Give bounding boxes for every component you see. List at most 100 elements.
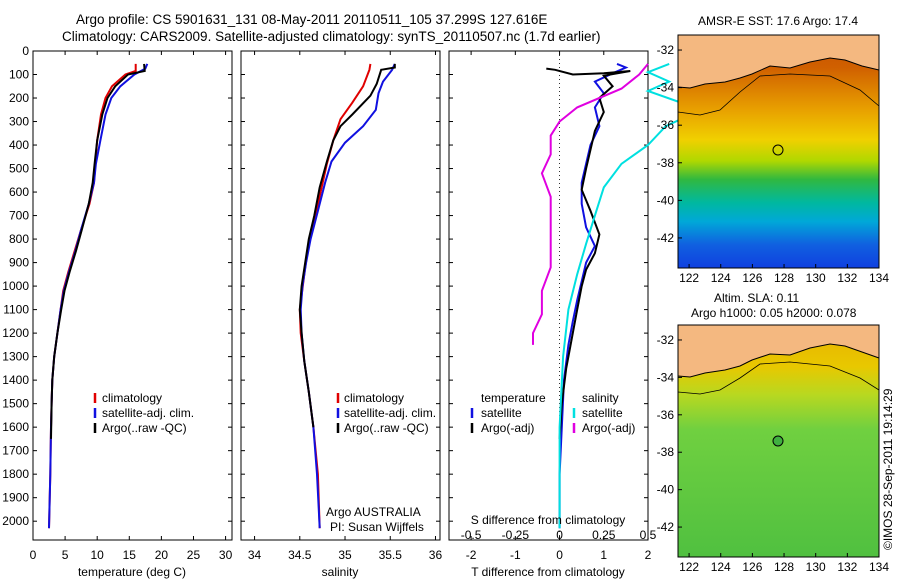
series-line [558,62,629,529]
imos-credit: ©IMOS 28-Sep-2011 19:14:29 [881,388,895,550]
xtick-label: 0 [30,548,37,562]
ytick-label: 1100 [3,303,29,317]
ytick-label: 1800 [2,467,29,481]
salinity-xlabel: salinity [322,565,359,579]
diff-legend-t-satellite: satellite [481,406,522,420]
temp-legend-argo: Argo(..raw -QC) [102,421,187,435]
xtick-label: 5 [62,548,69,562]
xtick-label: 25 [187,548,201,562]
xtick-top-label: -0.25 [502,528,530,542]
sst-map-axes: 122 124 126 128 130 132 134 -32 -34 -36 -38 -40 -42 [657,43,890,285]
ytick-label: 1600 [2,420,29,434]
series-line [546,67,631,439]
map-xtick-label: 122 [679,271,699,285]
map-xtick-label: 130 [806,560,826,574]
sla-isobath [677,361,880,395]
map-ytick-label: -34 [657,81,675,95]
difference-xlabel-top: S difference from climatology [471,513,626,527]
xtick-label: 34 [248,548,262,562]
map-xtick-label: 124 [711,560,731,574]
xtick-label: 0 [556,548,563,562]
sst-land [678,35,879,88]
xtick-top-label: -0.5 [461,528,482,542]
map-xtick-label: 134 [869,271,889,285]
salinity-panel-frame [240,50,441,541]
map-ytick-label: -38 [657,156,675,170]
sst-coast-contour [677,57,880,89]
xtick-top-label: 0.25 [592,528,616,542]
sla-land [678,325,879,377]
series-line [558,62,704,529]
map-xtick-label: 130 [806,271,826,285]
ytick-label: 0 [22,44,29,58]
difference-panel-frame [448,50,649,541]
sal-legend-satellite: satellite-adj. clim. [344,406,436,420]
map-ytick-label: -40 [657,483,675,497]
diff-legend-t-argo: Argo(-adj) [481,421,534,435]
diff-legend-salinity-title: salinity [582,391,619,405]
xtick-label: 34.5 [288,548,312,562]
map-xtick-label: 122 [679,560,699,574]
xtick-label: 15 [123,548,137,562]
map-ytick-label: -42 [657,520,675,534]
ytick-label: 1200 [2,326,29,340]
map-xtick-label: 132 [837,271,857,285]
ytick-label: 600 [9,185,29,199]
series-line [298,63,396,428]
xtick-label: 30 [219,548,233,562]
temperature-panel: 0100200300400500600700800900100011001200… [2,44,232,562]
sla-map-title2: Argo h1000: 0.05 h2000: 0.078 [691,306,857,320]
ytick-label: 900 [9,256,29,270]
ytick-label: 400 [9,138,29,152]
map-xtick-label: 128 [774,271,794,285]
difference-xlabel: T difference from climatology [471,565,625,579]
sla-argo-marker [772,435,784,447]
ytick-label: 700 [9,209,29,223]
map-xtick-label: 126 [742,560,762,574]
xtick-label: 10 [91,548,105,562]
sst-isobath [677,73,880,116]
ytick-label: 1900 [2,491,29,505]
ytick-label: 300 [9,115,29,129]
sla-map [677,324,880,558]
ytick-label: 500 [9,162,29,176]
xtick-label: 1 [600,548,607,562]
sla-map-title1: Altim. SLA: 0.11 [714,291,799,305]
xtick-label: 36 [429,548,443,562]
sal-legend-argo: Argo(..raw -QC) [344,421,429,435]
pi-name: PI: Susan Wijffels [330,520,424,534]
map-ytick-label: -38 [657,445,675,459]
ytick-label: 100 [9,68,29,82]
ytick-label: 1000 [2,279,29,293]
header-line1: Argo profile: CS 5901631_131 08-May-2011… [76,12,547,27]
diff-legend-temperature-title: temperature [481,391,546,405]
map-ytick-label: -36 [657,118,675,132]
ytick-label: 200 [9,91,29,105]
ytick-label: 2000 [2,514,29,528]
diff-legend-s-satellite: satellite [582,406,623,420]
ytick-label: 1400 [2,373,29,387]
sst-argo-marker [772,144,784,156]
temp-legend-climatology: climatology [102,391,162,405]
series-line [532,63,649,345]
header-line2: Climatology: CARS2009. Satellite-adjuste… [62,29,601,44]
ytick-label: 800 [9,232,29,246]
map-xtick-label: 126 [742,271,762,285]
xtick-top-label: 0.5 [640,528,657,542]
xtick-label: -2 [466,548,477,562]
ytick-label: 1500 [2,397,29,411]
xtick-label: 35 [338,548,352,562]
map-ytick-label: -40 [657,193,675,207]
map-xtick-label: 128 [774,560,794,574]
map-ytick-label: -42 [657,231,675,245]
map-ytick-label: -32 [657,43,675,57]
xtick-label: 2 [645,548,652,562]
xtick-label: 35.5 [379,548,403,562]
argo-program: Argo AUSTRALIA [326,505,421,519]
xtick-label: -1 [510,548,521,562]
temperature-xlabel: temperature (deg C) [78,565,186,579]
map-xtick-label: 134 [869,560,889,574]
map-ytick-label: -32 [657,333,675,347]
sst-map [677,34,880,269]
